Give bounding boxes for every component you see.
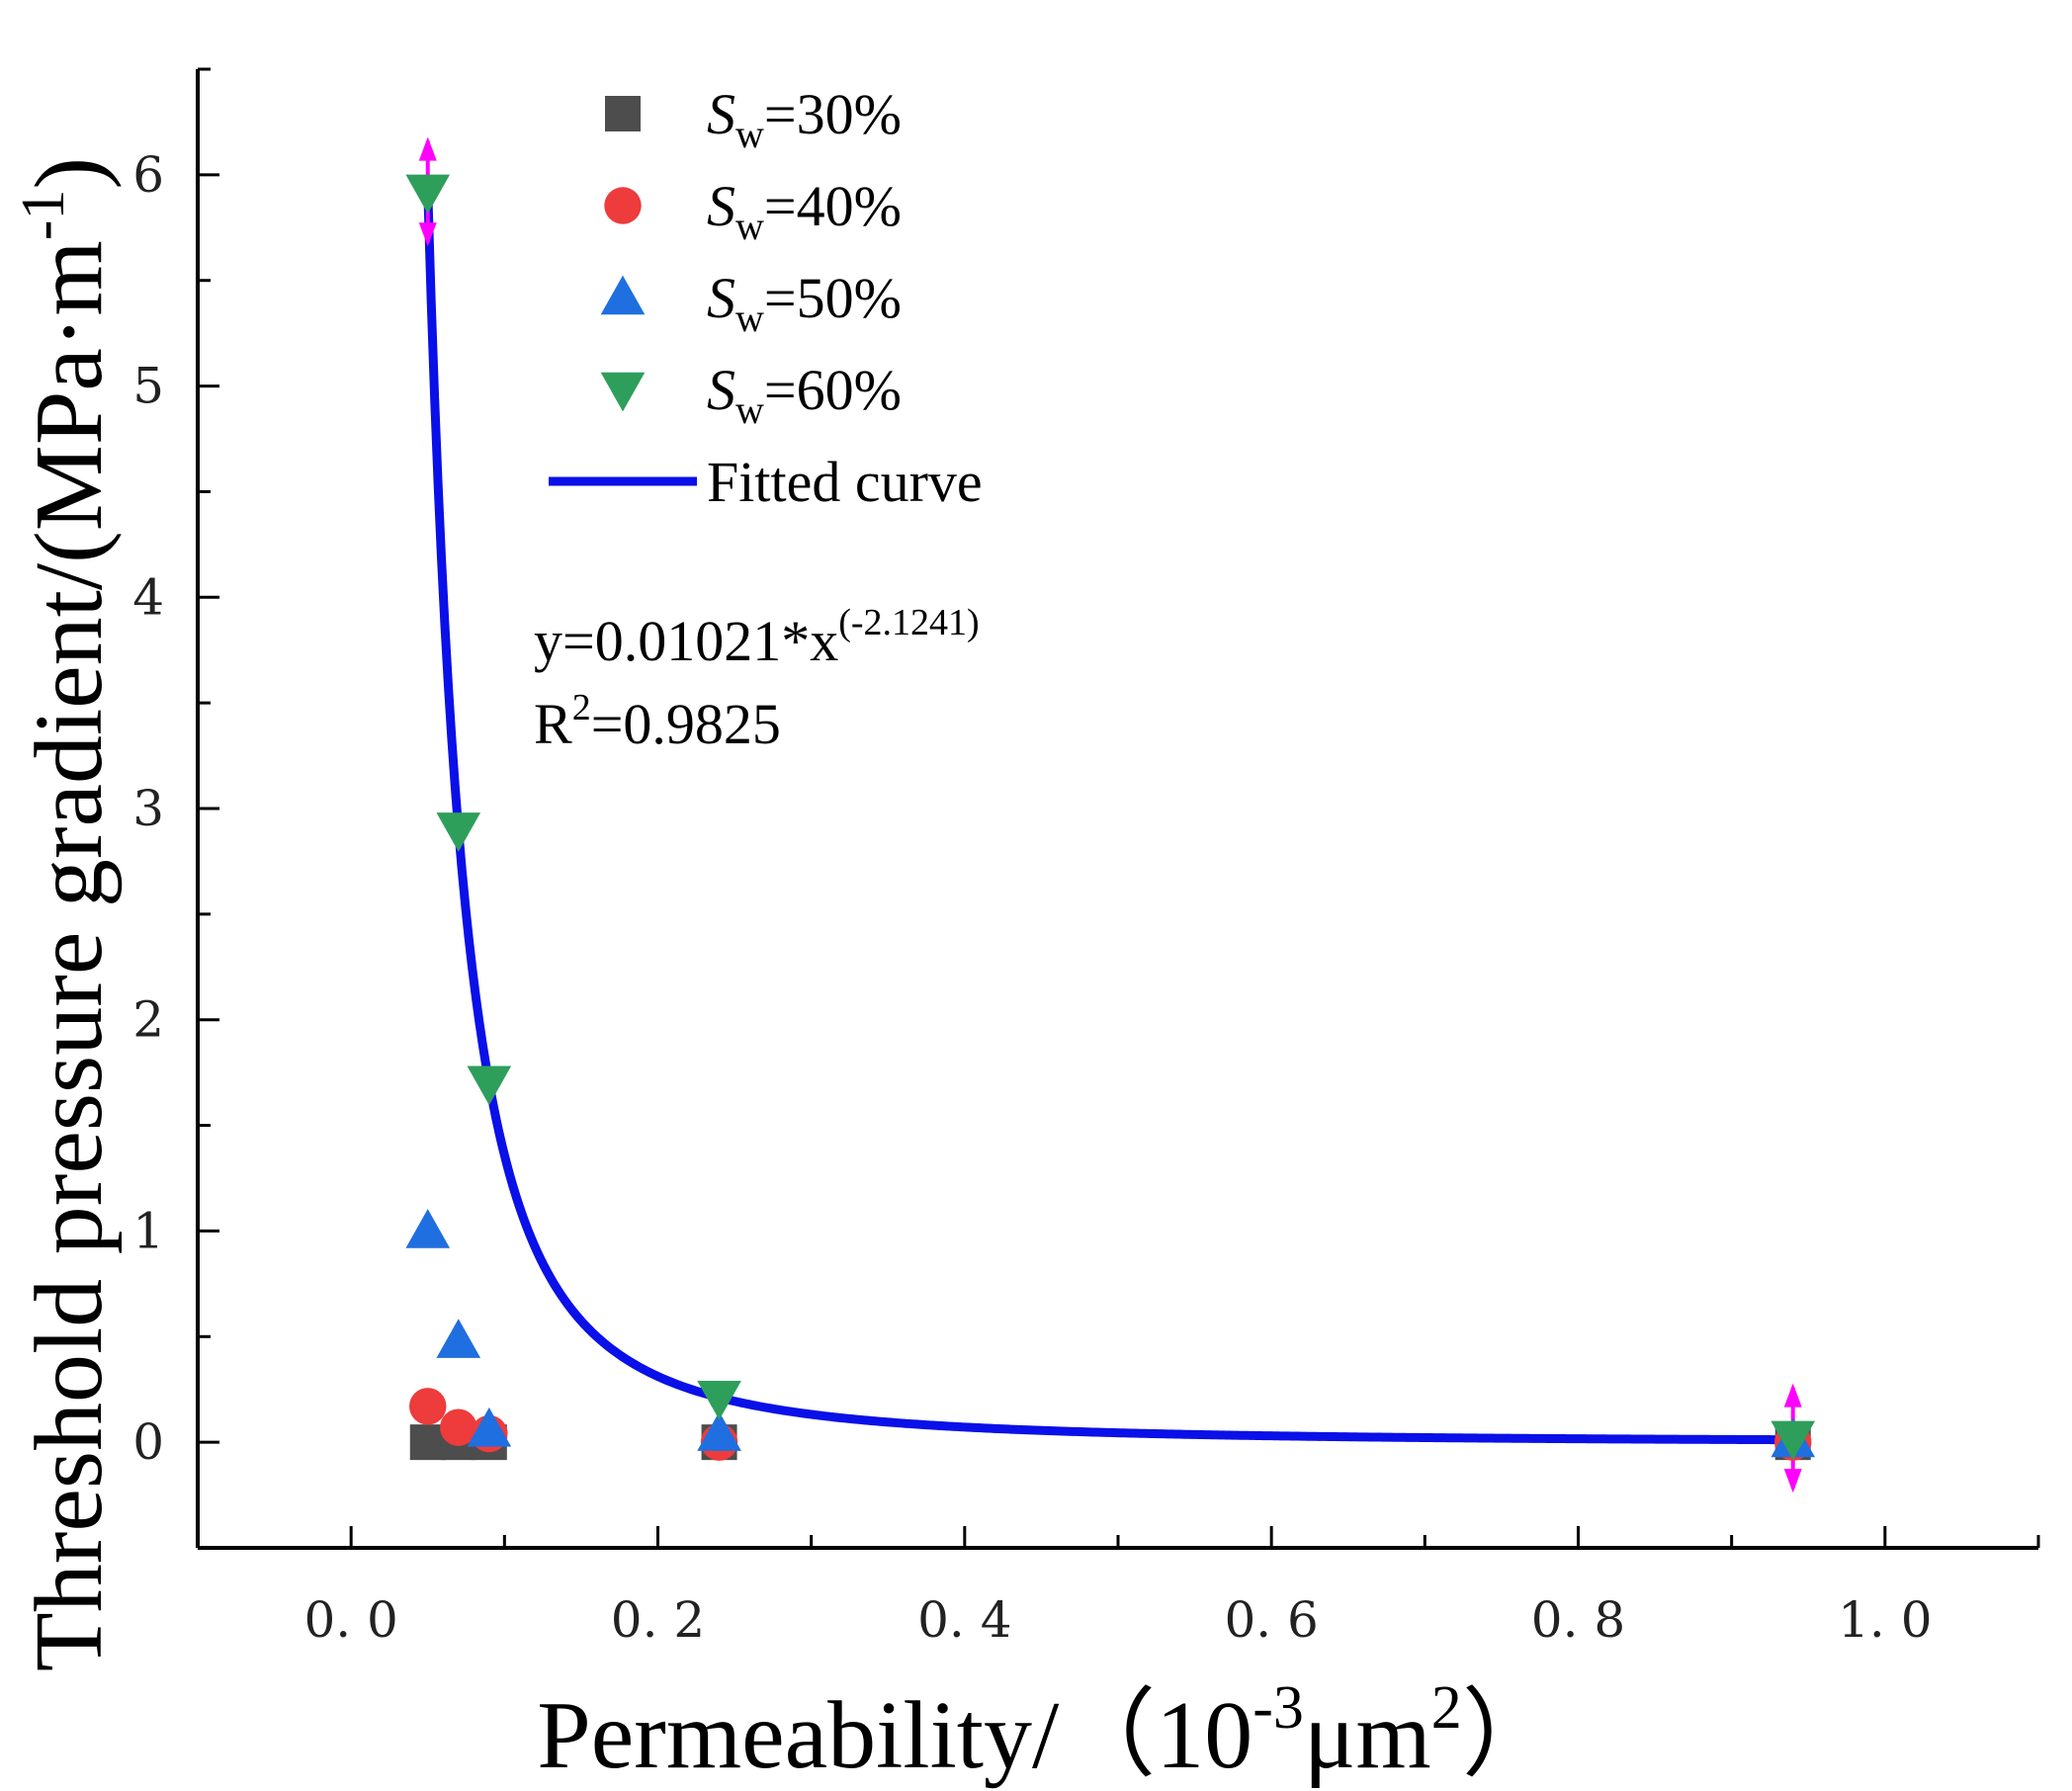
x-tick-label: 0. 0 <box>303 1591 397 1649</box>
error-bar-cap-bottom <box>1783 1469 1802 1493</box>
data-point-series-3 <box>1770 1420 1816 1461</box>
x-tick-label: 0. 8 <box>1531 1591 1625 1649</box>
y-tick-label: 1 <box>132 1202 164 1259</box>
fitted-curve-line <box>423 191 1794 1445</box>
data-point-series-3 <box>467 1066 512 1106</box>
y-tick-label: 0 <box>132 1413 164 1471</box>
error-bar-cap-top <box>418 136 437 161</box>
legend-marker-series-1 <box>604 187 642 224</box>
data-point-series-2 <box>405 1209 451 1248</box>
data-point-series-0 <box>409 1424 446 1461</box>
data-point-series-3 <box>405 174 451 214</box>
fitted-curve <box>423 191 1794 1445</box>
legend-label-fitted-curve: Fitted curve <box>707 450 983 514</box>
legend-label-series-3: Sw=60% <box>707 358 902 432</box>
y-tick-label: 3 <box>132 780 164 837</box>
data-point-series-3 <box>436 812 481 852</box>
fit-annotation: y=0.01021*x(-2.1241) R2=0.9825 <box>534 602 980 756</box>
x-tick-label: 0. 6 <box>1224 1591 1318 1649</box>
legend-label-series-1: Sw=40% <box>707 174 902 248</box>
legend-marker-series-3 <box>600 372 646 412</box>
fit-r-squared: R2=0.9825 <box>534 687 781 756</box>
y-ticks: 0 1 2 3 4 5 6 <box>132 67 219 1550</box>
legend: Sw=30% Sw=40% Sw=50% Sw=60% Fitted curve <box>549 82 983 514</box>
y-tick-label: 4 <box>132 568 164 626</box>
x-ticks: 0. 0 0. 2 0. 4 0. 6 0. 8 1. 0 <box>196 1526 2040 1649</box>
error-bar-cap-top <box>1783 1383 1802 1407</box>
data-point-series-2 <box>436 1319 481 1358</box>
data-point-series-1 <box>409 1388 447 1425</box>
y-tick-label: 5 <box>132 358 164 415</box>
x-tick-label: 0. 2 <box>611 1591 705 1649</box>
x-tick-label: 1. 0 <box>1838 1591 1932 1649</box>
fit-equation: y=0.01021*x(-2.1241) <box>534 602 980 673</box>
x-axis-title: Permeability/（10-3μm2） <box>537 1674 1558 1789</box>
error-bar-cap-bottom <box>418 222 437 247</box>
x-tick-label: 0. 4 <box>917 1591 1011 1649</box>
y-tick-label: 6 <box>132 146 164 204</box>
data-point-series-2 <box>467 1407 512 1447</box>
legend-label-series-0: Sw=30% <box>707 82 902 156</box>
legend-label-series-2: Sw=50% <box>707 266 902 340</box>
data-points <box>405 174 1816 1461</box>
legend-marker-series-0 <box>605 96 641 131</box>
legend-marker-series-2 <box>600 275 646 315</box>
axes <box>196 69 2038 1550</box>
data-point-series-2 <box>697 1411 741 1451</box>
y-tick-label: 2 <box>132 991 164 1049</box>
data-point-series-3 <box>697 1380 741 1420</box>
data-point-series-1 <box>440 1408 477 1446</box>
y-axis-title: Threshold pressure gradient/(MPa·m-1) <box>10 157 123 1671</box>
error-bars <box>418 136 1802 1493</box>
